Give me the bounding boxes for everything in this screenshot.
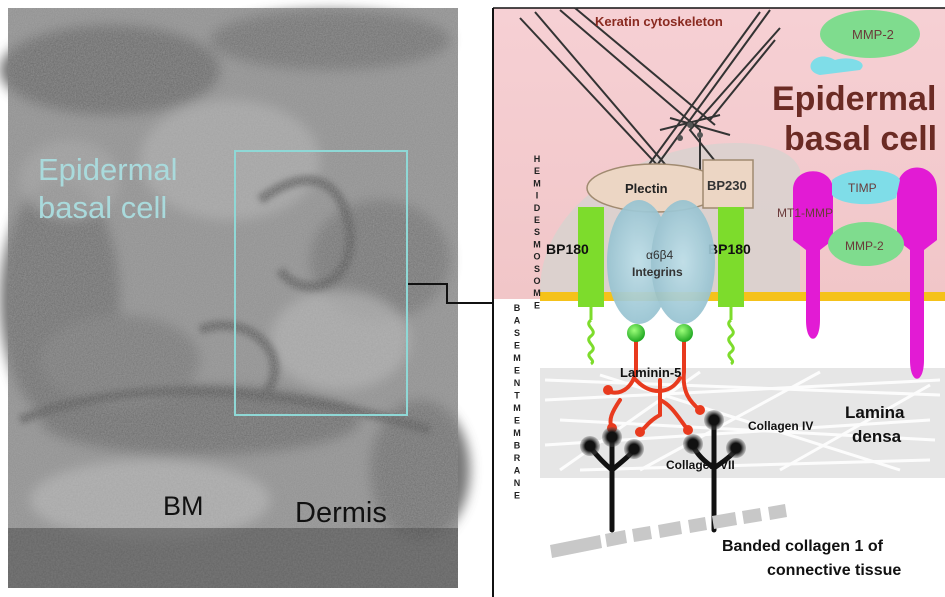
mmp-2-mid-shape (828, 222, 904, 266)
zoom-region-box (234, 150, 408, 416)
banded-collagen-label-line1: Banded collagen 1 of (722, 538, 884, 555)
laminin-5-label: Laminin-5 (620, 365, 681, 380)
banded-collagen-icon (550, 504, 787, 558)
micrograph-label-dermis: Dermis (295, 497, 387, 529)
plectin-label: Plectin (625, 181, 668, 196)
lamina-label: Lamina (845, 403, 905, 422)
schematic-title-line1: Epidermal (772, 80, 936, 118)
schematic-title-line2: basal cell (784, 120, 937, 158)
bp180-right-icon (718, 207, 744, 366)
mt1-mmp-left-icon (793, 171, 833, 339)
mt1-mmp-label: MT1-MMP (777, 206, 833, 220)
bp180-right-label: BP180 (708, 241, 751, 257)
collagen-vii-label: Collagen VII (666, 458, 735, 472)
keratin-cytoskeleton-label: Keratin cytoskeleton (595, 14, 723, 29)
electron-micrograph: Epidermal basal cell BM Dermis (0, 8, 470, 588)
integrin-subunit-label: α6β4 (646, 248, 674, 262)
schematic-diagram: Keratin cytoskeleton Plectin BP230 BP180… (492, 7, 945, 597)
micrograph-label-basal-cell: basal cell (38, 190, 167, 225)
collagen-iv-label: Collagen IV (748, 419, 813, 433)
mmp-2-top-label: MMP-2 (852, 27, 894, 42)
integrin-icon (607, 200, 715, 324)
densa-label: densa (852, 427, 902, 446)
bp230-shape (702, 159, 754, 209)
mt1-mmp-right-icon (897, 167, 937, 379)
micrograph-label-bm: BM (163, 491, 204, 521)
integrins-label: Integrins (632, 265, 683, 279)
timp-label: TIMP (848, 181, 877, 195)
bp230-label: BP230 (707, 178, 747, 193)
timp-top-shape (810, 56, 863, 75)
bp180-left-label: BP180 (546, 241, 589, 257)
banded-collagen-label-line2: connective tissue (767, 562, 901, 579)
mmp-2-top-shape (820, 10, 920, 58)
mmp-2-mid-label: MMP-2 (845, 239, 884, 253)
micrograph-label-epidermal: Epidermal (38, 152, 178, 187)
timp-mid-shape (832, 169, 900, 205)
connector-line (408, 283, 493, 304)
bp180-left-icon (578, 207, 604, 366)
